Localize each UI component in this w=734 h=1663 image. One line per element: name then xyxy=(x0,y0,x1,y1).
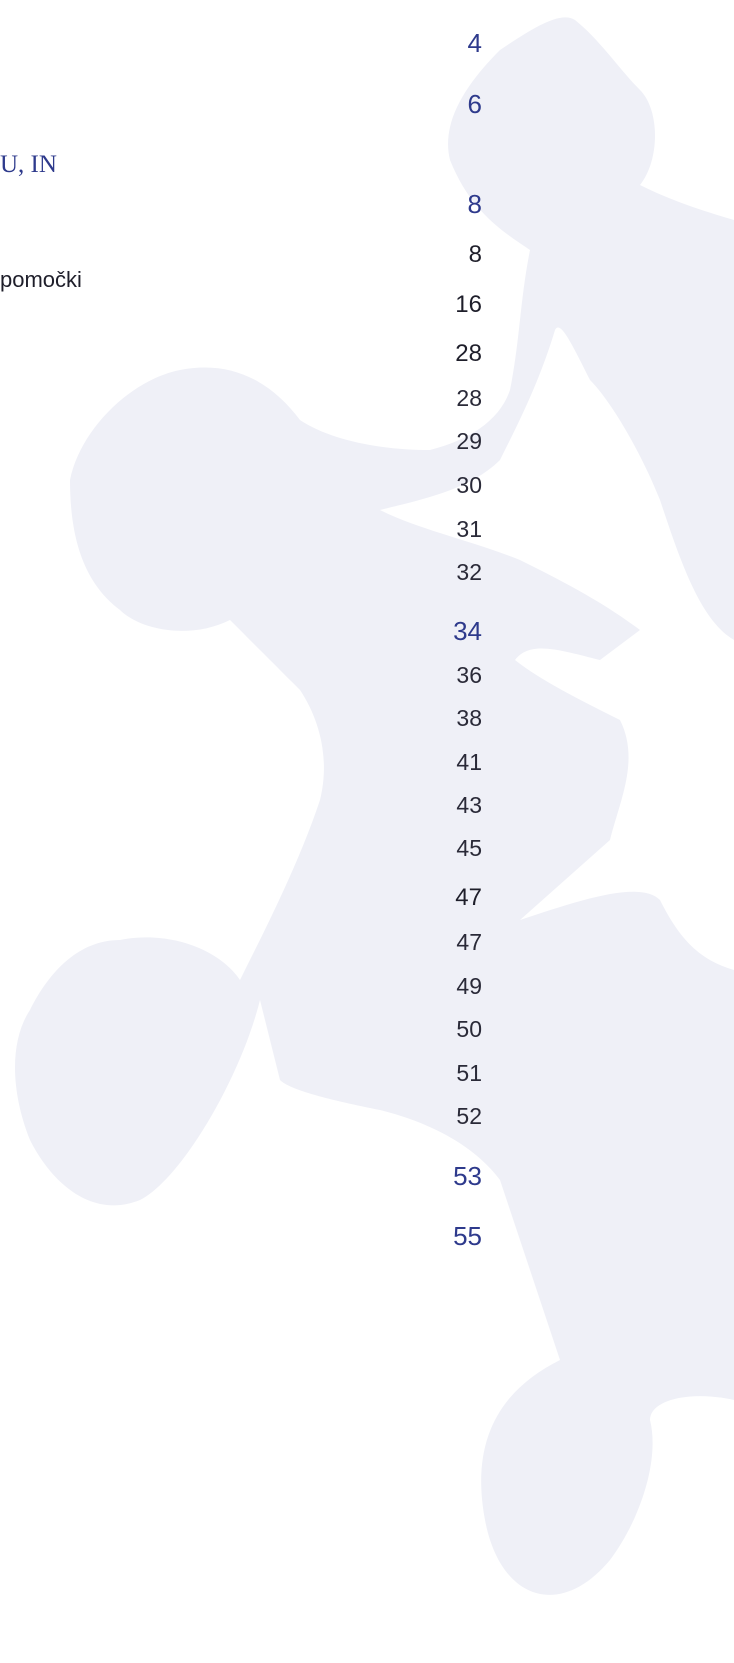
page-number: 8 xyxy=(468,189,482,219)
page-number: 29 xyxy=(456,426,482,456)
page-number: 45 xyxy=(456,833,482,863)
page-number: 43 xyxy=(456,790,482,820)
page-number: 50 xyxy=(456,1014,482,1044)
page-number: 47 xyxy=(455,883,482,913)
page-number: 31 xyxy=(456,514,482,544)
page-number: 28 xyxy=(456,383,482,413)
toc-entry-fragment: pomočki xyxy=(0,267,82,293)
page-number: 49 xyxy=(456,971,482,1001)
page-number: 30 xyxy=(456,470,482,500)
page-number: 47 xyxy=(456,927,482,957)
page-number: 52 xyxy=(456,1101,482,1131)
background-silhouette xyxy=(0,0,734,1663)
page-number: 53 xyxy=(453,1161,482,1191)
page-number: 34 xyxy=(453,616,482,646)
page-number: 6 xyxy=(468,89,482,119)
page-number: 8 xyxy=(469,240,482,270)
page-number: 36 xyxy=(456,660,482,690)
toc-heading-fragment: U, IN xyxy=(0,151,57,179)
page: {"fragments": ["U, IN", "pomočki"], "pag… xyxy=(0,0,734,1663)
page-number: 28 xyxy=(455,339,482,369)
page-number: 51 xyxy=(456,1058,482,1088)
page-number: 16 xyxy=(455,290,482,320)
page-number: 55 xyxy=(453,1221,482,1251)
page-number: 4 xyxy=(468,28,482,58)
page-number: 38 xyxy=(456,703,482,733)
page-number: 41 xyxy=(456,747,482,777)
page-number: 32 xyxy=(456,557,482,587)
